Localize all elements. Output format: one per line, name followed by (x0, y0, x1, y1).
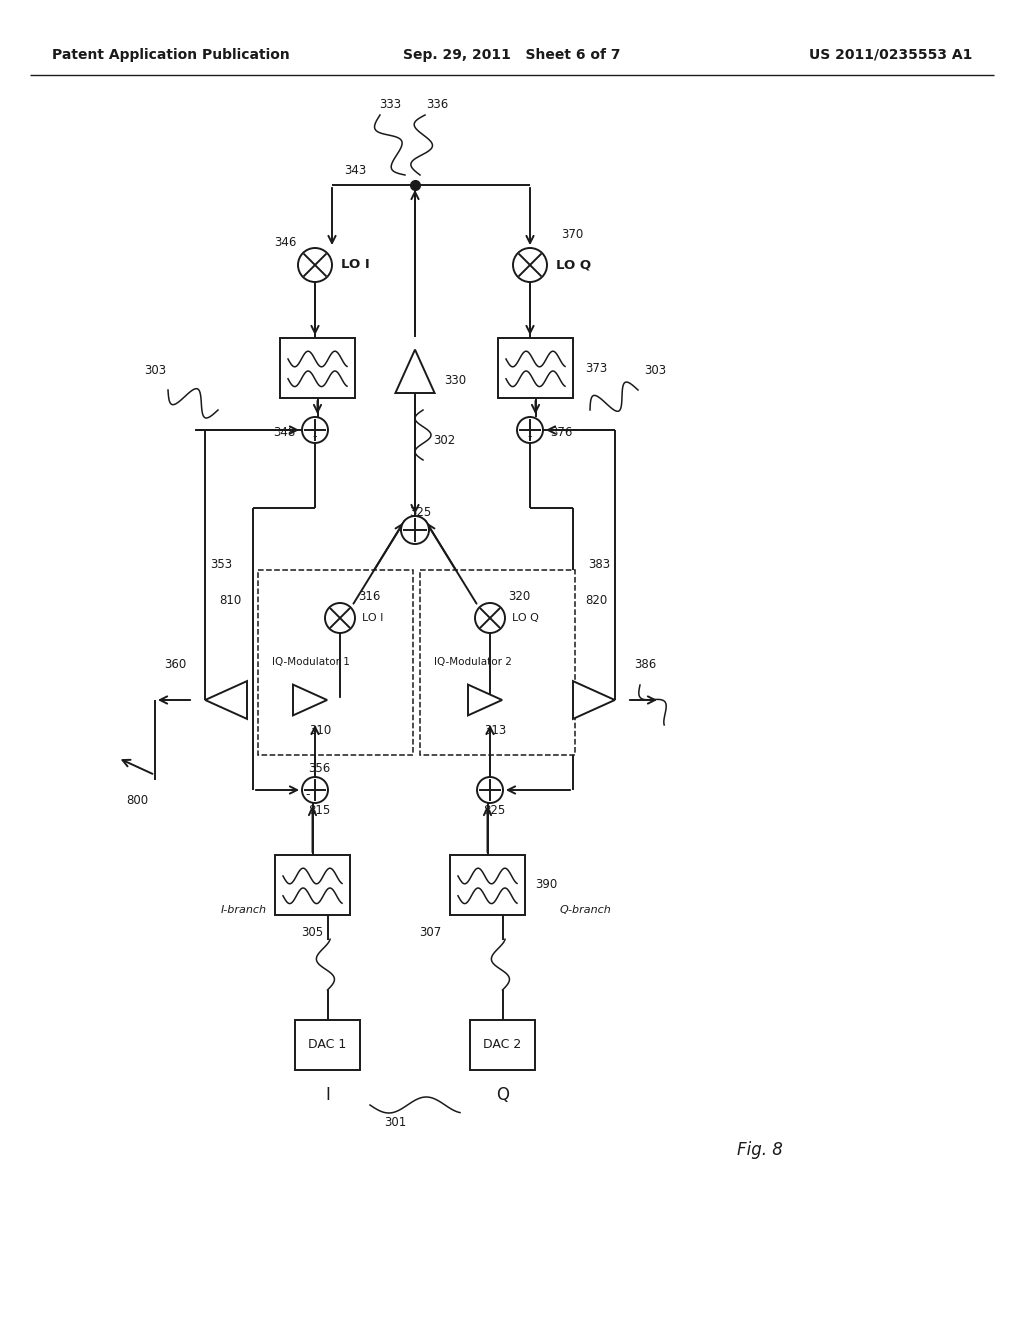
Text: 303: 303 (144, 363, 166, 376)
Circle shape (513, 248, 547, 282)
Text: DAC 2: DAC 2 (483, 1039, 521, 1052)
Text: LO Q: LO Q (556, 259, 591, 272)
Text: -: - (306, 788, 310, 801)
Bar (295, 1020, 360, 1071)
Text: 825: 825 (483, 804, 505, 817)
Bar (450, 855, 525, 915)
Text: 307: 307 (419, 927, 441, 940)
Text: 370: 370 (561, 228, 583, 242)
Text: Sep. 29, 2011   Sheet 6 of 7: Sep. 29, 2011 Sheet 6 of 7 (403, 48, 621, 62)
Text: 303: 303 (644, 363, 666, 376)
Text: 386: 386 (634, 659, 656, 672)
Text: 348: 348 (272, 426, 295, 440)
Text: 320: 320 (508, 590, 530, 602)
Text: DAC 1: DAC 1 (308, 1039, 347, 1052)
Text: 360: 360 (164, 659, 186, 672)
Text: 330: 330 (444, 374, 466, 387)
Text: 373: 373 (585, 362, 607, 375)
Text: 316: 316 (358, 590, 380, 602)
Text: LO Q: LO Q (512, 612, 539, 623)
Text: 383: 383 (588, 558, 610, 572)
Text: 800: 800 (126, 793, 148, 807)
Text: -: - (527, 430, 532, 444)
Text: -: - (312, 430, 317, 444)
Text: I: I (325, 1086, 330, 1104)
Text: IQ-Modulator 2: IQ-Modulator 2 (434, 657, 512, 668)
Text: 353: 353 (210, 558, 232, 572)
Circle shape (302, 417, 328, 444)
Bar (280, 338, 355, 399)
Polygon shape (573, 681, 614, 719)
Text: I-branch: I-branch (221, 906, 267, 915)
Text: 310: 310 (309, 723, 331, 737)
Polygon shape (468, 685, 502, 715)
Circle shape (517, 417, 543, 444)
Circle shape (475, 603, 505, 634)
Bar (420, 570, 575, 755)
Bar (498, 338, 573, 399)
Text: 815: 815 (308, 804, 330, 817)
Text: 302: 302 (433, 433, 456, 446)
Polygon shape (293, 685, 327, 715)
Text: 346: 346 (273, 236, 296, 249)
Polygon shape (205, 681, 247, 719)
Text: Patent Application Publication: Patent Application Publication (52, 48, 290, 62)
Text: 336: 336 (426, 99, 449, 111)
Text: LO I: LO I (362, 612, 383, 623)
Bar (258, 570, 413, 755)
Text: 820: 820 (585, 594, 607, 606)
Text: 390: 390 (535, 879, 557, 891)
Circle shape (298, 248, 332, 282)
Circle shape (325, 603, 355, 634)
Text: US 2011/0235553 A1: US 2011/0235553 A1 (809, 48, 972, 62)
Text: IQ-Modulator 1: IQ-Modulator 1 (272, 657, 350, 668)
Text: LO I: LO I (341, 259, 370, 272)
Circle shape (401, 516, 429, 544)
Text: 343: 343 (344, 164, 367, 177)
Text: Fig. 8: Fig. 8 (737, 1140, 783, 1159)
Polygon shape (395, 350, 434, 393)
Text: Q: Q (496, 1086, 509, 1104)
Text: 325: 325 (409, 506, 431, 519)
Text: 333: 333 (379, 99, 401, 111)
Text: 376: 376 (550, 426, 572, 440)
Text: 810: 810 (219, 594, 241, 606)
Text: 356: 356 (308, 762, 330, 775)
Bar (470, 1020, 535, 1071)
Text: 301: 301 (384, 1115, 407, 1129)
Text: 313: 313 (484, 723, 506, 737)
Bar (275, 855, 350, 915)
Circle shape (302, 777, 328, 803)
Text: 305: 305 (301, 927, 324, 940)
Circle shape (477, 777, 503, 803)
Text: Q-branch: Q-branch (560, 906, 611, 915)
